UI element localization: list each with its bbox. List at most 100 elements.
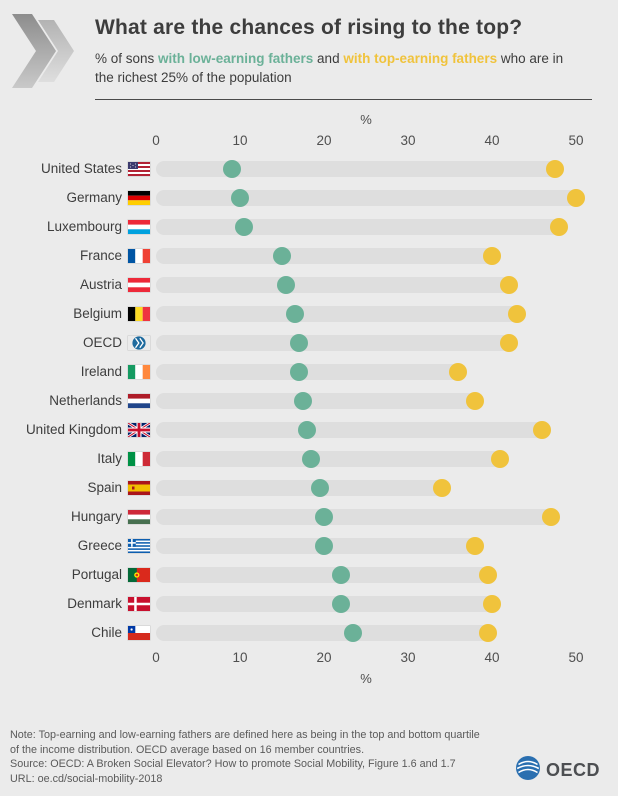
chart-row-dk: Denmark <box>0 589 618 618</box>
flag-pt-icon <box>122 567 156 582</box>
top-earning-dot <box>478 565 497 584</box>
flag-us-icon <box>122 161 156 176</box>
top-earning-dot <box>466 536 485 555</box>
footnote-line-1: Note: Top-earning and low-earning father… <box>10 729 480 741</box>
x-axis-bottom: 0 10 20 30 40 50 <box>0 647 618 671</box>
low-earning-dot <box>315 507 333 526</box>
flag-lu-icon <box>122 219 156 234</box>
low-earning-dot <box>231 188 249 207</box>
low-earning-dot <box>277 275 296 294</box>
row-plot <box>156 589 601 618</box>
footer: Note: Top-earning and low-earning father… <box>0 720 618 796</box>
low-earning-dot <box>294 391 312 410</box>
chart-row-us: United States <box>0 154 618 183</box>
flag-oecd-icon <box>122 335 156 350</box>
row-plot <box>156 183 601 212</box>
row-bar <box>156 624 497 641</box>
x-axis-tick-10: 10 <box>232 650 248 665</box>
country-label: Chile <box>91 625 122 640</box>
chart-row-at: Austria <box>0 270 618 299</box>
x-axis-tick-50: 50 <box>568 133 584 148</box>
flag-nl-icon <box>122 393 156 408</box>
row-bar <box>156 421 552 438</box>
url-line: URL: oe.cd/social-mobility-2018 <box>10 772 163 785</box>
country-label: United States <box>40 161 122 176</box>
flag-fr-icon <box>122 248 156 263</box>
top-earning-dot <box>533 420 552 439</box>
flag-de-icon <box>122 190 156 205</box>
row-plot <box>156 444 601 473</box>
footnote-line-2: of the income distribution. OECD average… <box>10 743 365 756</box>
row-bar <box>156 247 501 264</box>
top-earning-dot <box>491 449 510 468</box>
low-earning-dot <box>235 217 254 236</box>
legend-low-earning-label: with low-earning fathers <box>158 51 314 66</box>
row-plot <box>156 502 601 531</box>
country-label: Netherlands <box>49 393 122 408</box>
row-bar <box>156 218 569 235</box>
x-axis-tick-40: 40 <box>484 133 500 148</box>
flag-es-icon <box>122 480 156 495</box>
chart-row-cl: Chile <box>0 618 618 647</box>
low-earning-dot <box>298 420 317 439</box>
x-axis-tick-30: 30 <box>400 133 416 148</box>
row-plot <box>156 154 601 183</box>
low-earning-dot <box>344 623 363 642</box>
chart-row-nl: Netherlands <box>0 386 618 415</box>
country-label: France <box>79 248 122 263</box>
subtitle: % of sons with low-earning fathers and w… <box>95 49 577 87</box>
x-axis-unit-bottom: % <box>360 671 372 686</box>
low-earning-dot <box>302 449 321 468</box>
oecd-chevrons-logo <box>10 12 78 90</box>
row-bar <box>156 450 510 467</box>
top-earning-dot <box>478 623 497 642</box>
row-bar <box>156 566 497 583</box>
top-earning-dot <box>499 275 518 294</box>
top-earning-dot <box>550 217 569 236</box>
chart-row-it: Italy <box>0 444 618 473</box>
country-label: Spain <box>87 480 122 495</box>
subtitle-prefix: % of sons <box>95 51 159 66</box>
row-plot <box>156 618 601 647</box>
row-bar <box>156 305 527 322</box>
x-axis-tick-50: 50 <box>568 650 584 665</box>
x-axis-tick-30: 30 <box>400 650 416 665</box>
chart-row-es: Spain <box>0 473 618 502</box>
oecd-logo-text: OECD <box>545 760 600 780</box>
row-bar <box>156 392 485 409</box>
row-bar <box>156 334 518 351</box>
country-label: OECD <box>82 335 122 350</box>
x-axis-tick-0: 0 <box>152 650 160 665</box>
legend-top-earning-label: with top-earning fathers <box>343 51 498 66</box>
top-earning-dot <box>449 362 468 381</box>
page-title: What are the chances of rising to the to… <box>95 16 523 39</box>
header-divider <box>95 99 592 100</box>
low-earning-dot <box>331 565 350 584</box>
low-earning-dot <box>273 246 291 265</box>
low-earning-dot <box>315 536 333 555</box>
flag-cl-icon <box>122 625 156 640</box>
chart-row-gb: United Kingdom <box>0 415 618 444</box>
x-axis-tick-20: 20 <box>316 650 332 665</box>
chart-row-hu: Hungary <box>0 502 618 531</box>
low-earning-dot <box>331 594 350 613</box>
chart-row-be: Belgium <box>0 299 618 328</box>
country-label: Belgium <box>73 306 122 321</box>
chart-row-ie: Ireland <box>0 357 618 386</box>
flag-gb-icon <box>122 422 156 437</box>
low-earning-dot <box>289 333 308 352</box>
country-label: Austria <box>79 277 122 292</box>
x-axis-top: 0 10 20 30 40 50 <box>0 130 618 154</box>
top-earning-dot <box>541 507 560 526</box>
row-plot <box>156 415 601 444</box>
flag-hu-icon <box>122 509 156 524</box>
top-earning-dot <box>483 246 501 265</box>
header: What are the chances of rising to the to… <box>0 0 618 100</box>
row-plot <box>156 212 601 241</box>
x-axis-tick-40: 40 <box>484 650 500 665</box>
subtitle-mid: and <box>313 51 344 66</box>
row-plot <box>156 386 601 415</box>
top-earning-dot <box>499 333 518 352</box>
flag-ie-icon <box>122 364 156 379</box>
country-label: Greece <box>77 538 122 553</box>
